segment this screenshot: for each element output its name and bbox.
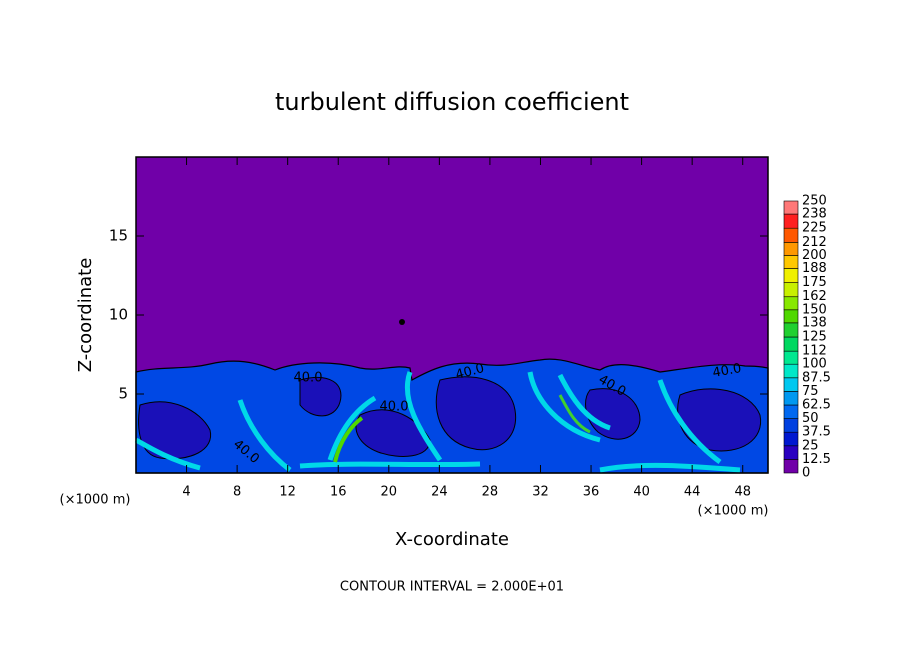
contour-label: 40.0: [711, 361, 742, 381]
colorbar-swatch: [783, 363, 799, 379]
colorbar-swatch: [783, 336, 799, 352]
streak: [333, 416, 364, 463]
colorbar-label: 200: [802, 248, 827, 263]
x-tick-label: 4: [182, 485, 190, 500]
colorbar-label: 212: [802, 235, 827, 250]
colorbar-swatch: [783, 268, 799, 283]
x-tick-label: 28: [482, 485, 499, 500]
colorbar-label: 150: [802, 302, 827, 317]
eddy: [355, 409, 431, 457]
x-tick-label: 32: [532, 485, 549, 500]
colorbar-swatch: [783, 404, 799, 419]
colorbar-label: 138: [802, 315, 827, 330]
colorbar-label: 87.5: [802, 370, 831, 385]
colorbar-label: 25: [802, 438, 819, 453]
contour-label: 40.0: [380, 400, 409, 415]
footnote: CONTOUR INTERVAL = 2.000E+01: [340, 580, 564, 595]
colorbar-swatch: [783, 391, 799, 406]
colorbar-label: 0: [802, 466, 810, 481]
y-axis-label: Z-coordinate: [75, 258, 96, 373]
x-tick-label: 36: [583, 485, 600, 500]
y-tick-label: 10: [109, 306, 128, 324]
x-tick-label: 16: [330, 485, 347, 500]
blob: [399, 319, 405, 325]
colorbar-label: 238: [802, 207, 827, 222]
x-axis-label: X-coordinate: [395, 529, 509, 550]
colorbar-swatch: [783, 213, 799, 229]
colorbar-swatch: [783, 227, 799, 243]
chart-title: turbulent diffusion coefficient: [275, 88, 629, 116]
colorbar-swatch: [783, 282, 799, 298]
colorbar-label: 100: [802, 357, 827, 372]
contour-label: 40.0: [294, 371, 323, 386]
x-unit: (×1000 m): [698, 504, 769, 519]
y-tick-label: 5: [118, 385, 128, 403]
colorbar-swatch: [783, 350, 799, 365]
x-tick-label: 24: [431, 485, 448, 500]
colorbar-swatch: [783, 322, 799, 338]
x-tick-label: 12: [279, 485, 296, 500]
colorbar-swatch: [783, 242, 799, 256]
x-tick-label: 48: [734, 485, 751, 500]
colorbar-label: 12.5: [802, 452, 831, 467]
x-tick-label: 20: [381, 485, 398, 500]
colorbar-swatch: [783, 200, 799, 215]
colorbar-label: 50: [802, 411, 819, 426]
colorbar-swatch: [783, 377, 799, 392]
x-tick-label: 44: [684, 485, 701, 500]
colorbar-label: 125: [802, 330, 827, 345]
colorbar-label: 188: [802, 261, 827, 276]
colorbar-swatch: [783, 309, 799, 324]
x-tick-label: 8: [233, 485, 241, 500]
colorbar-label: 175: [802, 275, 827, 290]
colorbar-swatch: [783, 296, 799, 311]
colorbar-swatch: [783, 418, 799, 433]
field: [134, 157, 769, 474]
eddy: [677, 388, 762, 452]
colorbar-label: 225: [802, 221, 827, 236]
contour-label: 40.0: [454, 361, 486, 383]
colorbar-label: 75: [802, 384, 819, 399]
eddy: [299, 376, 342, 417]
colorbar-swatch: [783, 445, 799, 460]
colorbar-label: 112: [802, 344, 827, 359]
colorbar-swatch: [783, 459, 799, 474]
y-tick-label: 15: [109, 227, 128, 245]
colorbar-swatch: [783, 255, 799, 269]
colorbar-label: 250: [802, 194, 827, 209]
colorbar-label: 162: [802, 289, 827, 304]
colorbar-label: 62.5: [802, 398, 831, 413]
eddy: [435, 376, 517, 451]
colorbar-label: 37.5: [802, 425, 831, 440]
streak: [558, 394, 591, 434]
x-unit: (×1000 m): [60, 493, 131, 508]
x-tick-label: 40: [633, 485, 650, 500]
colorbar-swatch: [783, 431, 799, 447]
streaks: [134, 371, 741, 473]
